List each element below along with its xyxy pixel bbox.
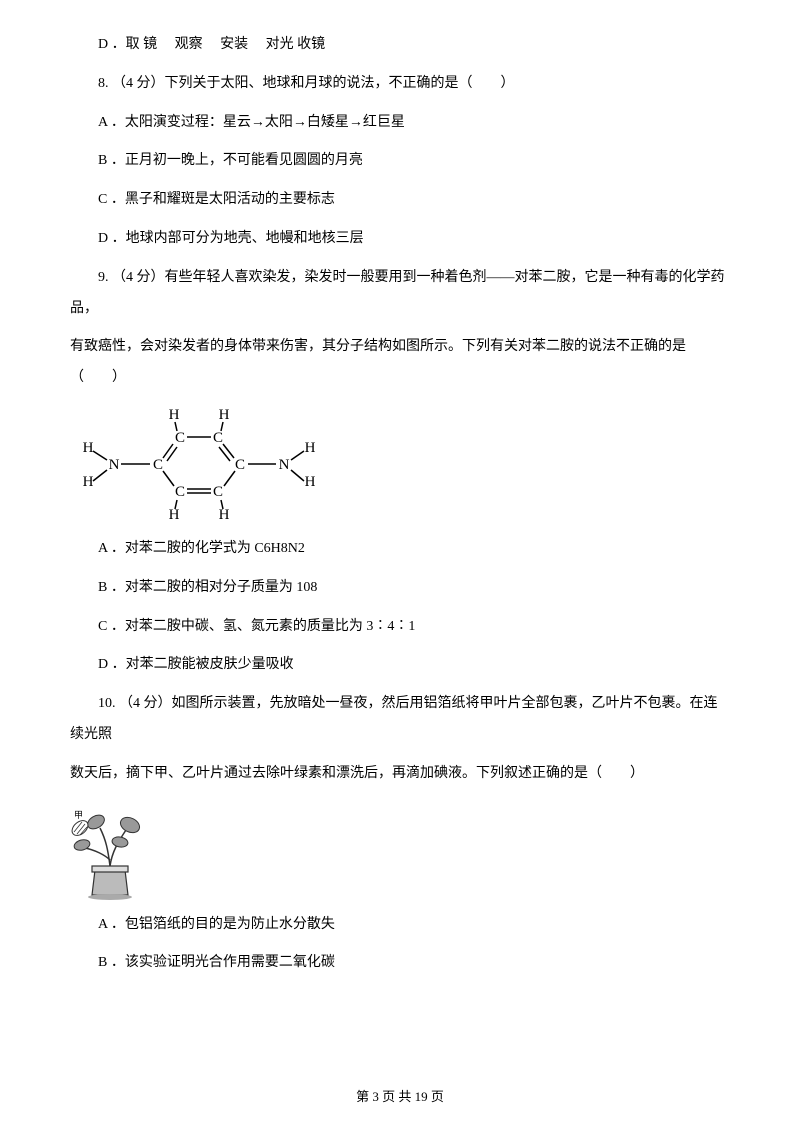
q8-option-a: A ．太阳演变过程：星云→太阳→白矮星→红巨星: [70, 108, 730, 139]
atom-c: C: [175, 430, 185, 446]
molecule-structure-diagram: H H N C C C C C C H H H H N H H: [70, 404, 330, 524]
atom-n: N: [279, 457, 290, 473]
atom-c: C: [213, 430, 223, 446]
q9-option-b: B ．对苯二胺的相对分子质量为 108: [70, 573, 730, 604]
atom-c: C: [153, 457, 163, 473]
atom-h: H: [305, 440, 316, 456]
q10-stem-line2: 数天后，摘下甲、乙叶片通过去除叶绿素和漂洗后，再滴加碘液。下列叙述正确的是（ ）: [70, 759, 730, 790]
q8-option-b: B ．正月初一晚上，不可能看见圆圆的月亮: [70, 146, 730, 177]
atom-h: H: [169, 407, 180, 423]
atom-h: H: [219, 507, 230, 523]
atom-h: H: [305, 474, 316, 490]
page-footer: 第 3 页 共 19 页: [0, 1083, 800, 1112]
q10-option-b: B ．该实验证明光合作用需要二氧化碳: [70, 948, 730, 979]
q10-option-a: A ．包铝箔纸的目的是为防止水分散失: [70, 910, 730, 941]
q9-option-d: D ．对苯二胺能被皮肤少量吸收: [70, 650, 730, 681]
atom-c: C: [235, 457, 245, 473]
q9-option-c: C ．对苯二胺中碳、氢、氮元素的质量比为 3∶4∶1: [70, 612, 730, 643]
atom-n: N: [109, 457, 120, 473]
atom-c: C: [213, 484, 223, 500]
plant-pot-diagram: 甲: [70, 800, 155, 900]
q10-stem-line1: 10. （4 分）如图所示装置，先放暗处一昼夜，然后用铝箔纸将甲叶片全部包裹，乙…: [70, 689, 730, 751]
atom-h: H: [169, 507, 180, 523]
atom-c: C: [175, 484, 185, 500]
q9-stem-line1: 9. （4 分）有些年轻人喜欢染发，染发时一般要用到一种着色剂——对苯二胺，它是…: [70, 263, 730, 325]
q9-stem-line2: 有致癌性，会对染发者的身体带来伤害，其分子结构如图所示。下列有关对苯二胺的说法不…: [70, 332, 730, 394]
atom-h: H: [83, 440, 94, 456]
atom-h: H: [219, 407, 230, 423]
q8-option-d: D ．地球内部可分为地壳、地幔和地核三层: [70, 224, 730, 255]
q8-stem: 8. （4 分）下列关于太阳、地球和月球的说法，不正确的是（ ）: [70, 69, 730, 100]
svg-text:甲: 甲: [74, 810, 83, 820]
q8-option-c: C ．黑子和耀斑是太阳活动的主要标志: [70, 185, 730, 216]
q9-option-a: A ．对苯二胺的化学式为 C6H8N2: [70, 534, 730, 565]
atom-h: H: [83, 474, 94, 490]
q7-option-d: D ．取 镜 观察 安装 对光 收镜: [70, 30, 730, 61]
